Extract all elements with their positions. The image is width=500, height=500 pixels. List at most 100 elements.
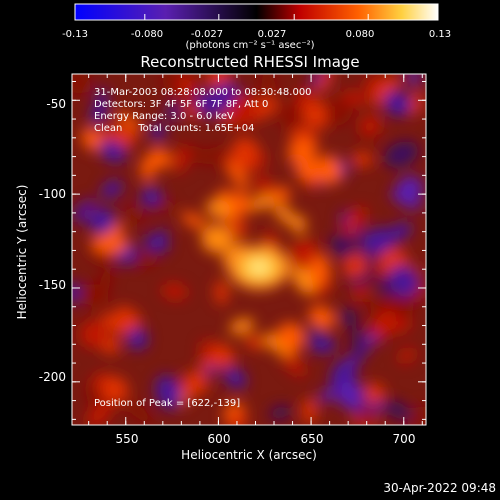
heatmap-blob — [341, 91, 370, 105]
time-range: 31-Mar-2003 08:28:08.000 to 08:30:48.000 — [94, 87, 312, 98]
plot-frame — [71, 73, 427, 426]
colorbar — [74, 3, 439, 21]
heatmap-blob — [72, 74, 91, 94]
heatmap-blob — [205, 199, 232, 218]
heatmap-blob — [199, 340, 215, 360]
heatmap-blob — [288, 139, 317, 166]
heatmap-blob — [150, 123, 166, 142]
heatmap-blob — [183, 104, 201, 118]
heatmap-blob — [407, 74, 421, 87]
heatmap-blob — [98, 268, 113, 294]
heatmap-blob — [283, 354, 306, 377]
heatmap-blob — [228, 162, 249, 191]
heatmap-blob — [369, 309, 398, 339]
heatmap-blob — [399, 347, 415, 365]
colorbar-units: (photons cm⁻² s⁻¹ asec⁻²) — [185, 40, 315, 51]
heatmap-blob — [337, 380, 365, 410]
heatmap-blob — [339, 308, 358, 327]
heatmap-image — [72, 74, 426, 425]
heatmap-blob — [262, 333, 294, 356]
heatmap-blob — [292, 215, 307, 234]
heatmap-blob — [140, 186, 162, 208]
heatmap-blob — [229, 220, 247, 238]
heatmap-blob — [253, 153, 267, 169]
heatmap-blob — [271, 186, 291, 204]
heatmap-blob — [165, 103, 181, 120]
heatmap-blob — [100, 376, 129, 403]
peak-marker — [253, 263, 265, 272]
heatmap-blob — [383, 90, 412, 117]
heatmap-blob — [173, 145, 190, 173]
x-tick-label: 600 — [207, 432, 231, 446]
heatmap-blob — [250, 195, 275, 210]
heatmap-blob — [79, 320, 108, 349]
heatmap-blob — [228, 94, 259, 127]
heatmap-blob — [223, 366, 247, 389]
heatmap-blob — [155, 374, 182, 411]
heatmap-blob — [351, 324, 364, 363]
heatmap-blob — [360, 227, 396, 256]
heatmap-blob — [232, 191, 252, 216]
colorbar-tick-label: -0.13 — [62, 29, 88, 40]
heatmap-blob — [370, 295, 389, 312]
heatmap-blob — [309, 336, 337, 354]
heatmap-blob — [147, 148, 172, 169]
heatmap-blob — [303, 100, 330, 130]
y-tick-label: -100 — [38, 187, 66, 201]
heatmap-blob — [364, 383, 385, 404]
heatmap-blob — [289, 241, 319, 271]
peak-position: Position of Peak = [622,-139] — [94, 398, 241, 409]
heatmap-blob — [124, 400, 154, 425]
y-tick-label: -150 — [38, 278, 66, 292]
y-axis-label: Heliocentric Y (arcsec) — [15, 184, 29, 320]
heatmap-blob — [387, 265, 420, 297]
heatmap-blob — [72, 198, 96, 223]
heatmap-blob — [269, 405, 291, 420]
x-tick-label: 650 — [300, 432, 324, 446]
colorbar-tick-label: 0.13 — [428, 29, 452, 40]
heatmap-blob — [390, 189, 423, 210]
heatmap-blob — [325, 95, 353, 126]
timestamp: 30-Apr-2022 09:48 — [383, 481, 496, 495]
colorbar-tick-label: -0.027 — [190, 29, 224, 40]
heatmap-blob — [88, 207, 116, 235]
heatmap-blob — [359, 403, 375, 425]
x-tick-label: 700 — [392, 432, 416, 446]
heatmap-blob — [372, 74, 400, 107]
heatmap-blob — [276, 322, 305, 351]
heatmap-blob — [98, 139, 127, 163]
heatmap-blob — [302, 397, 317, 425]
heatmap-blob — [229, 318, 255, 335]
heatmap-blob — [407, 404, 426, 425]
chart-title: Reconstructed RHESSI Image — [140, 53, 360, 71]
heatmap-blob — [306, 325, 324, 340]
heatmap-blob — [101, 336, 120, 355]
heatmap-blob — [273, 204, 298, 226]
heatmap-blob — [318, 388, 337, 403]
heatmap-blob — [161, 283, 188, 300]
heatmap-blob — [126, 327, 149, 350]
heatmap-blob — [382, 400, 413, 420]
x-tick-label: 550 — [115, 432, 139, 446]
heatmap-blob — [124, 203, 147, 224]
heatmap-blob — [162, 74, 180, 92]
heatmap-blob — [90, 99, 108, 126]
heatmap-blob — [343, 253, 368, 278]
clean-counts: Clean Total counts: 1.65E+04 — [94, 123, 255, 134]
heatmap-blob — [342, 206, 367, 236]
heatmap-blob — [100, 179, 123, 199]
heatmap-blob — [72, 283, 82, 300]
heatmap-blob — [116, 111, 142, 131]
heatmap-blob — [115, 305, 130, 321]
heatmap-blob — [181, 211, 207, 229]
heatmap-blob — [277, 103, 306, 129]
heatmap-blob — [310, 254, 330, 287]
heatmap-blob — [384, 141, 419, 168]
heatmap-blob — [101, 313, 126, 334]
heatmap-blob — [184, 371, 208, 395]
heatmap-blob — [308, 305, 336, 329]
detectors-info: Detectors: 3F 4F 5F 6F 7F 8F, Att 0 — [94, 99, 269, 110]
heatmap-blob — [201, 224, 233, 254]
heatmap-blob — [244, 335, 265, 349]
